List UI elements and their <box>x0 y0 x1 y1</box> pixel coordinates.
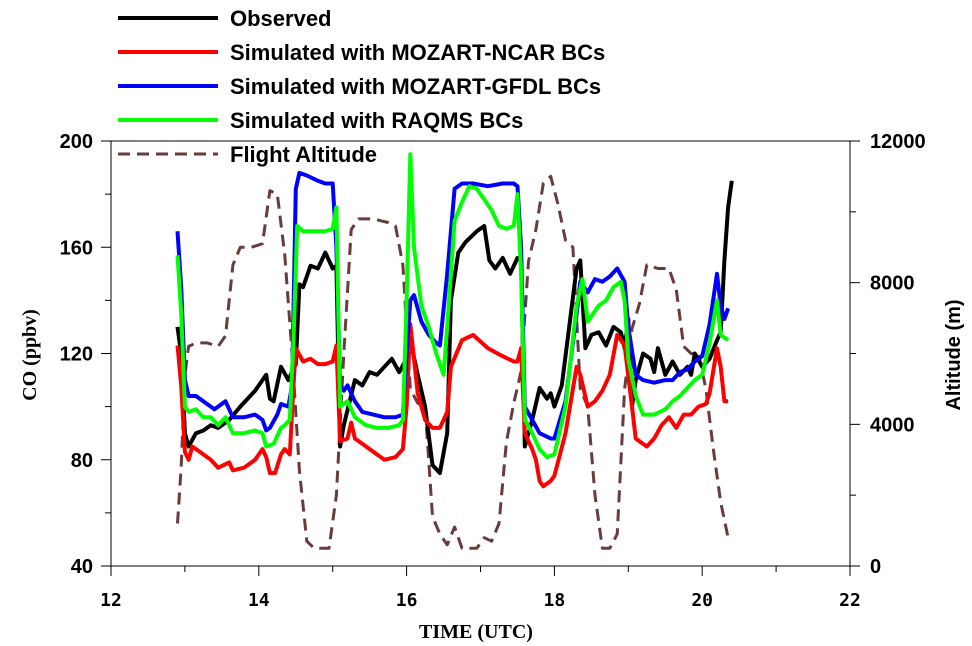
y2-tick-label: 0 <box>870 556 881 578</box>
y-tick-label: 200 <box>60 131 93 153</box>
series-line-simulated-with-raqms-bcs <box>175 152 730 460</box>
series-line-observed <box>175 180 734 475</box>
y-tick-label: 120 <box>60 344 93 366</box>
y-tick-label: 40 <box>71 556 93 578</box>
plot-area <box>110 140 851 567</box>
legend-label-simulated-with-mozart-gfdl-bcs: Simulated with MOZART-GFDL BCs <box>230 74 601 99</box>
data-series <box>175 152 734 550</box>
x-tick-label: 22 <box>839 590 861 611</box>
series-line-simulated-with-mozart-ncar-bcs <box>175 322 729 489</box>
x-axis-title: TIME (UTC) <box>419 621 533 643</box>
axis-tick-labels: 12 14 16 18 20 22 40 80 120 160 200 0 4000 8000 12000 <box>60 131 926 611</box>
x-tick-label: 18 <box>544 590 566 611</box>
x-tick-label: 16 <box>396 590 418 611</box>
legend-label-simulated-with-raqms-bcs: Simulated with RAQMS BCs <box>230 108 523 133</box>
y2-tick-label: 8000 <box>870 273 915 295</box>
axis-ticks <box>101 140 860 576</box>
y2-tick-label: 4000 <box>870 414 915 436</box>
y-axis-title: CO (ppbv) <box>19 309 41 401</box>
y2-tick-label: 12000 <box>870 131 926 153</box>
legend-label-flight-altitude: Flight Altitude <box>230 142 377 167</box>
y-tick-label: 80 <box>71 450 93 472</box>
x-tick-label: 14 <box>248 590 270 611</box>
legend: Observed Simulated with MOZART-NCAR BCs Si… <box>118 6 605 167</box>
legend-label-simulated-with-mozart-ncar-bcs: Simulated with MOZART-NCAR BCs <box>230 40 605 65</box>
x-tick-label: 20 <box>691 590 713 611</box>
series-line-flight-altitude <box>176 174 730 550</box>
y2-axis-title: Altitude (m) <box>943 299 965 410</box>
series-line-simulated-with-mozart-gfdl-bcs <box>175 170 730 441</box>
x-tick-label: 12 <box>100 590 122 611</box>
legend-label-observed: Observed <box>230 6 332 31</box>
y-tick-label: 160 <box>60 237 93 259</box>
